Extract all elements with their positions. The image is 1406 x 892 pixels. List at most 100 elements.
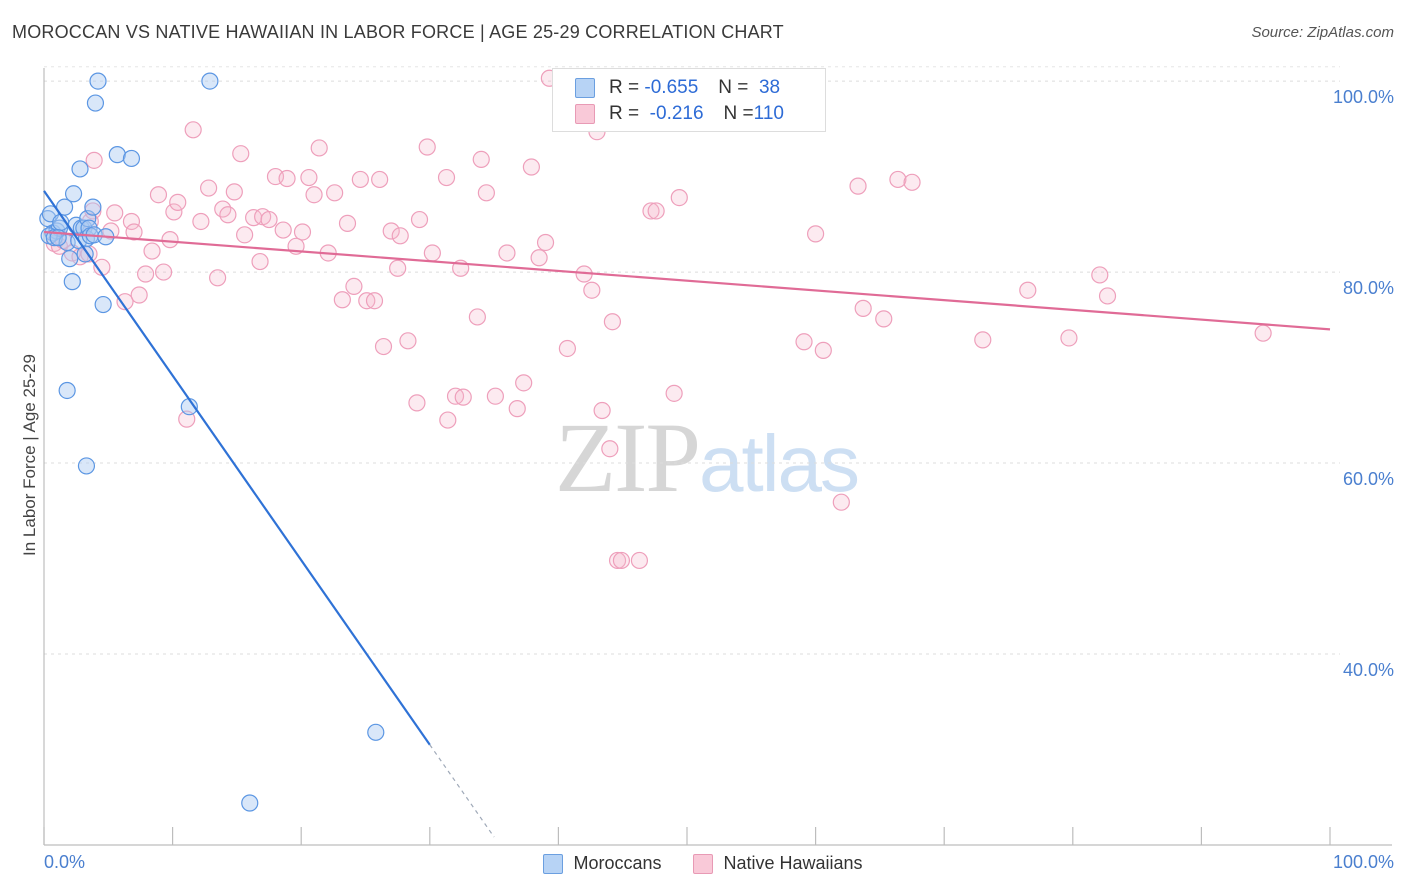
native-hawaiian-point [530,249,548,267]
native-hawaiian-point [806,225,825,243]
native-hawaiian-point [1098,287,1117,305]
native-hawaiian-point [593,401,611,420]
native-hawaiian-point [274,221,292,239]
native-hawaiian-point [665,384,683,402]
n-value: 110 [753,103,784,124]
legend-item-native-hawaiians[interactable]: Native Hawaiians [693,853,863,874]
native-hawaiian-point [365,292,384,310]
native-hawaiian-point [81,212,99,231]
n-value: 38 [758,77,781,98]
native-hawaiian-point [192,212,210,231]
native-hawaiian-point [161,231,179,249]
native-hawaiian-point [351,170,369,189]
stats-row-native-hawaiians: R = -0.216 N = 110 [575,102,784,126]
native-hawaiian-point [601,440,619,458]
native-hawaiian-point [165,203,183,221]
moroccan-point [122,149,141,168]
moroccan-point [63,273,81,291]
moroccan-point [367,723,385,741]
native-hawaiian-point [558,339,577,358]
native-hawaiian-point [472,150,490,168]
native-hawaiian-point [854,299,872,317]
r-value: -0.216 [649,103,704,124]
moroccan-trend-line [43,190,431,746]
native-hawaiian-point [305,186,323,204]
native-hawaiian-point [875,310,893,328]
moroccan-swatch [543,853,564,874]
native-hawaiian-point [642,202,660,220]
native-hawaiian-point [437,168,456,187]
r-label: R = [609,77,640,98]
native-hawaiian-point [408,394,426,412]
native-hawaiian-points [45,69,1272,570]
native-hawaiian-point [326,184,344,202]
native-hawaiian-point [143,242,161,260]
native-hawaiian-point [795,333,813,351]
native-hawaiian-point [310,139,328,157]
native-hawaiian-point [468,308,486,326]
watermark: ZIPatlas [555,400,860,515]
legend: Moroccans Native Hawaiians [0,853,1406,874]
native-hawaiian-point [85,151,103,169]
native-hawaiian-point [477,184,495,202]
native-hawaiian-point [832,493,850,511]
moroccan-point [58,381,76,400]
native-hawaiian-point [184,121,202,139]
stats-row-moroccans: R = -0.655 N = 38 [575,76,780,100]
native-hawaiian-point [1019,281,1037,299]
native-hawaiian-point [612,551,631,570]
native-hawaiian-point [333,291,351,309]
moroccan-point [64,185,83,203]
native-hawaiian-point [122,212,141,231]
watermark-zip: ZIP [555,402,701,513]
native-hawaiian-point [508,400,526,418]
native-hawaiian-point [515,374,533,392]
native-hawaiian-point [260,210,278,229]
moroccan-point [94,295,112,314]
native-hawaiian-point [423,244,441,262]
native-hawaiian-point [1254,324,1272,342]
native-hawaiian-point [399,332,417,350]
y-tick-label: 80.0% [1342,278,1394,298]
native-hawaiian-point [293,223,312,241]
legend-label: Moroccans [573,853,662,873]
moroccan-point [77,457,96,475]
native-hawaiian-swatch [693,853,714,874]
chart-title: MOROCCAN VS NATIVE HAWAIIAN IN LABOR FOR… [12,22,784,42]
native-hawaiian-trend-line [43,230,1331,331]
native-hawaiian-point [814,341,832,359]
moroccan-point [84,198,102,216]
native-hawaiian-swatch [575,104,595,124]
x-tick-label-min: 0.0% [44,852,86,872]
native-hawaiian-point [670,188,688,207]
native-hawaiian-point [486,387,504,405]
y-tick-label: 40.0% [1342,660,1394,680]
native-hawaiian-point [236,226,254,244]
legend-label: Native Hawaiians [723,853,863,873]
r-label: R = [609,103,640,124]
native-hawaiian-point [219,206,237,224]
native-hawaiian-point [278,169,296,188]
native-hawaiian-point [232,145,250,163]
native-hawaiian-point [974,331,992,349]
legend-item-moroccans[interactable]: Moroccans [543,853,661,874]
native-hawaiian-point [454,388,472,406]
native-hawaiian-point [410,210,429,229]
moroccan-point [86,94,105,112]
r-value: -0.655 [644,77,699,98]
moroccan-point [61,250,79,268]
native-hawaiian-point [1060,329,1078,347]
moroccan-point [89,72,107,90]
native-hawaiian-point [149,186,168,204]
native-hawaiian-point [371,170,389,189]
native-hawaiian-point [136,265,155,283]
n-label: N = [723,103,754,124]
source-label: Source: ZipAtlas.com [1251,24,1394,41]
y-tick-label: 60.0% [1342,469,1394,489]
native-hawaiian-point [169,193,187,211]
moroccan-swatch [575,78,595,98]
native-hawaiian-point [209,269,227,287]
native-hawaiian-point [536,233,555,252]
moroccan-points [39,72,385,812]
moroccan-point [108,146,126,164]
